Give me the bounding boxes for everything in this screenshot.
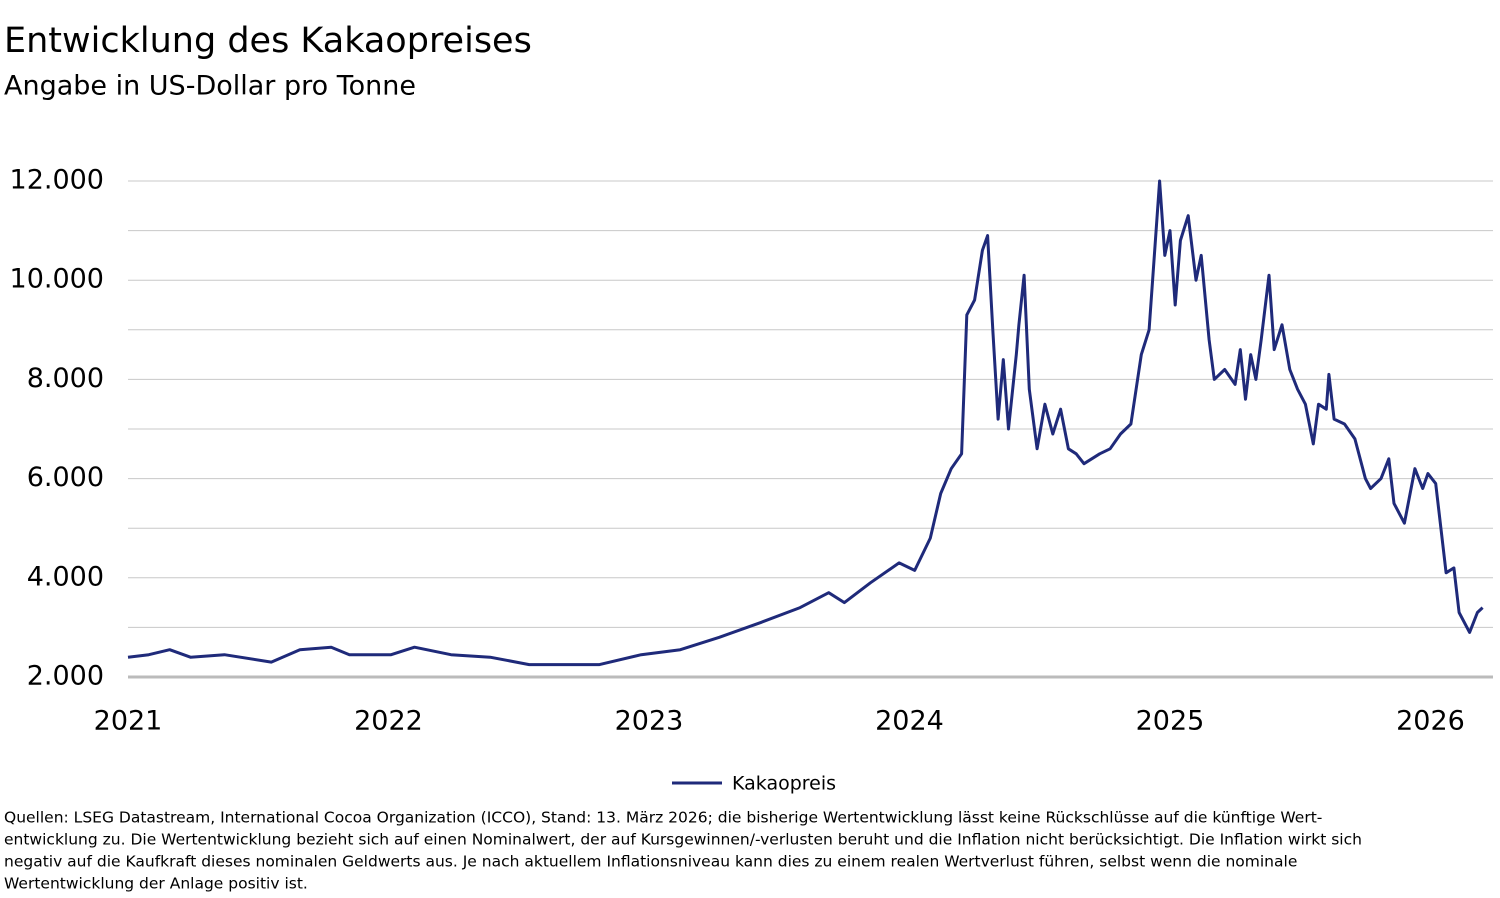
footnote: Quellen: LSEG Datastream, International … — [4, 809, 1322, 827]
y-tick-label: 2.000 — [27, 661, 104, 692]
x-tick-label: 2026 — [1396, 706, 1465, 737]
x-tick-label: 2023 — [615, 706, 684, 737]
price-line — [127, 179, 1484, 667]
y-tick-label: 4.000 — [27, 561, 104, 592]
chart-subtitle: Angabe in US-Dollar pro Tonne — [4, 71, 416, 102]
x-tick-label: 2024 — [875, 706, 944, 737]
y-tick-label: 12.000 — [10, 165, 104, 196]
footnote: negativ auf die Kaufkraft dieses nominal… — [4, 853, 1297, 871]
y-tick-label: 10.000 — [10, 264, 104, 295]
x-tick-label: 2022 — [354, 706, 423, 737]
legend-label: Kakaopreis — [732, 773, 836, 795]
footnote: Wertentwicklung der Anlage positiv ist. — [4, 875, 308, 893]
x-tick-label: 2021 — [94, 706, 163, 737]
y-tick-label: 8.000 — [27, 363, 104, 394]
footnote: entwicklung zu. Die Wertentwicklung bezi… — [4, 831, 1362, 849]
y-tick-label: 6.000 — [27, 462, 104, 493]
x-tick-label: 2025 — [1136, 706, 1205, 737]
chart-title: Entwicklung des Kakaopreises — [4, 21, 532, 61]
